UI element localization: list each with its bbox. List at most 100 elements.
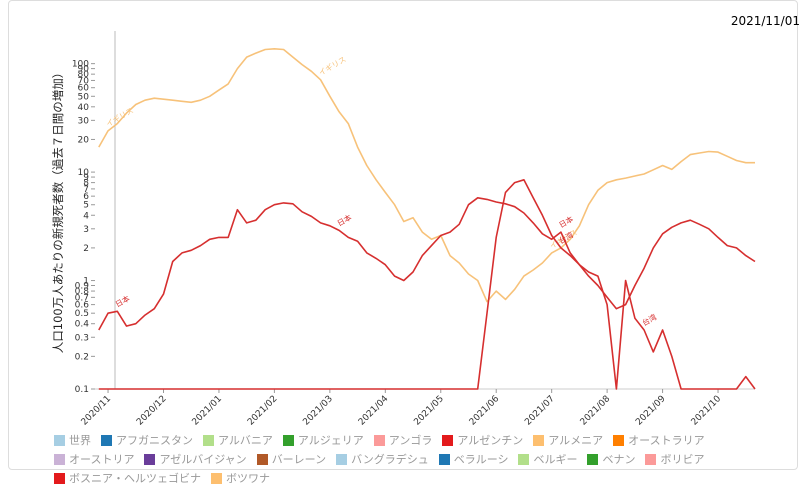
y-tick-label: 100 <box>72 60 89 70</box>
legend-swatch <box>613 434 625 446</box>
y-tick-label: 9 <box>83 173 89 183</box>
legend-item[interactable]: アンゴラ <box>373 432 432 448</box>
y-tick-label: 5 <box>83 201 89 211</box>
legend-item[interactable]: ボリビア <box>645 451 704 467</box>
line-label: 台湾 <box>640 311 658 327</box>
legend-item[interactable]: ベルギー <box>518 451 577 467</box>
y-tick-label: 8 <box>83 179 89 189</box>
legend-item[interactable]: アゼルバイジャン <box>144 451 247 467</box>
x-tick-label: 2021/08 <box>579 394 613 428</box>
legend-item[interactable]: 世界 <box>54 432 91 448</box>
legend-label: ベルギー <box>533 453 578 466</box>
legend-item[interactable]: アフガニスタン <box>101 432 193 448</box>
page: 2021/11/01 人口100万人あたりの新規死者数（過去７日間の増加） 0.… <box>8 0 800 485</box>
y-tick-label: 0.5 <box>75 309 89 319</box>
y-tick-label: 4 <box>83 211 89 221</box>
legend-swatch <box>438 453 450 465</box>
y-tick-label: 0.8 <box>75 287 90 297</box>
legend-item[interactable]: アルゼンチン <box>442 432 523 448</box>
y-tick-label: 80 <box>78 70 90 80</box>
y-tick-label: 90 <box>78 65 90 75</box>
legend-swatch <box>256 453 268 465</box>
legend-swatch <box>587 453 599 465</box>
legend-label: 世界 <box>69 434 91 447</box>
y-tick-label: 0.3 <box>75 333 89 343</box>
y-tick-label: 20 <box>78 135 90 145</box>
x-tick-label: 2021/07 <box>523 394 557 428</box>
line-label: イギリス <box>105 106 135 129</box>
legend-label: バーレーン <box>271 453 327 466</box>
legend-item[interactable]: バングラデシュ <box>336 451 429 467</box>
x-tick-label: 2020/12 <box>135 394 169 428</box>
legend-item[interactable]: ボツワナ <box>211 470 270 486</box>
x-tick-label: 2021/02 <box>246 394 280 428</box>
legend-swatch <box>645 453 657 465</box>
y-tick-label: 0.6 <box>75 301 90 311</box>
y-tick-label: 0.9 <box>75 282 90 292</box>
legend-label: ベラルーシ <box>453 453 509 466</box>
legend-label: バングラデシュ <box>351 453 429 466</box>
y-tick-label: 40 <box>78 103 90 113</box>
y-tick-label: 50 <box>78 92 90 102</box>
legend-item[interactable]: オーストラリア <box>613 432 705 448</box>
legend-item[interactable]: ベラルーシ <box>438 451 509 467</box>
legend-label: ボスニア・ヘルツェゴビナ <box>69 472 201 485</box>
y-tick-label: 1 <box>83 277 89 287</box>
legend-swatch <box>211 472 222 484</box>
date: 2021/11/01 <box>730 14 800 28</box>
y-tick-label: 2 <box>83 244 89 254</box>
chart: 人口100万人あたりの新規死者数（過去７日間の増加） 0.10.20.30.40… <box>51 31 756 428</box>
legend-swatch <box>282 434 294 446</box>
legend-label: オーストラリア <box>628 434 705 447</box>
line-label: イギリス <box>317 55 347 78</box>
legend-swatch <box>442 434 454 446</box>
x-tick-label: 2021/06 <box>468 394 502 428</box>
x-tick-label: 2021/05 <box>412 394 446 428</box>
y-tick-label: 70 <box>78 76 90 86</box>
legend-label: アルジェリア <box>297 434 364 447</box>
legend-swatch <box>54 472 65 484</box>
legend-item[interactable]: アルメニア <box>533 432 603 448</box>
legend-item[interactable]: アルバニア <box>203 432 273 448</box>
y-tick-label: 30 <box>78 116 90 126</box>
legend-label: アゼルバイジャン <box>159 453 247 466</box>
legend-swatch <box>203 434 214 446</box>
y-axis-label: 人口100万人あたりの新規死者数（過去７日間の増加） <box>51 67 65 353</box>
y-tick-label: 0.7 <box>75 293 89 303</box>
legend-label: アルゼンチン <box>457 434 524 447</box>
legend-item[interactable]: オーストリア <box>54 451 134 467</box>
y-tick-label: 10 <box>78 168 90 178</box>
y-tick-label: 3 <box>83 225 89 235</box>
legend-item[interactable]: ボスニア・ヘルツェゴビナ <box>54 470 201 486</box>
y-tick-label: 0.1 <box>75 385 89 395</box>
legend-swatch <box>54 434 65 446</box>
line <box>98 48 755 303</box>
x-tick-label: 2020/11 <box>80 394 114 428</box>
line-label: 日本 <box>113 293 131 309</box>
x-tick-label: 2021/03 <box>301 394 335 428</box>
legend-label: アフガニスタン <box>116 434 193 447</box>
y-tick-label: 6 <box>83 192 89 202</box>
legend-item[interactable]: バーレーン <box>256 451 327 467</box>
y-tick-label: 0.2 <box>75 352 89 362</box>
legend-swatch <box>144 453 156 465</box>
legend-label: オーストリア <box>69 453 135 466</box>
legend-item[interactable]: アルジェリア <box>282 432 364 448</box>
legend-swatch <box>54 453 65 465</box>
y-tick-label: 7 <box>83 185 89 195</box>
x-tick-label: 2021/01 <box>191 394 225 428</box>
legend-label: アルバニア <box>218 434 273 447</box>
legend-item[interactable]: ベナン <box>587 451 635 467</box>
legend-label: アルメニア <box>548 434 604 447</box>
x-tick-label: 2021/10 <box>690 394 724 428</box>
x-tick-label: 2021/04 <box>357 394 391 428</box>
line-label: 日本 <box>557 213 575 229</box>
y-tick-label: 60 <box>78 84 90 94</box>
legend: 世界 アフガニスタン アルバニア アルジェリア アンゴラ アルゼンチン アルメニア オーストラ… <box>54 432 754 486</box>
legend-swatch <box>336 453 348 465</box>
legend-swatch <box>518 453 530 465</box>
line-label: 日本 <box>335 212 353 228</box>
line <box>98 197 756 331</box>
legend-swatch <box>533 434 545 446</box>
legend-label: ベナン <box>602 453 636 466</box>
